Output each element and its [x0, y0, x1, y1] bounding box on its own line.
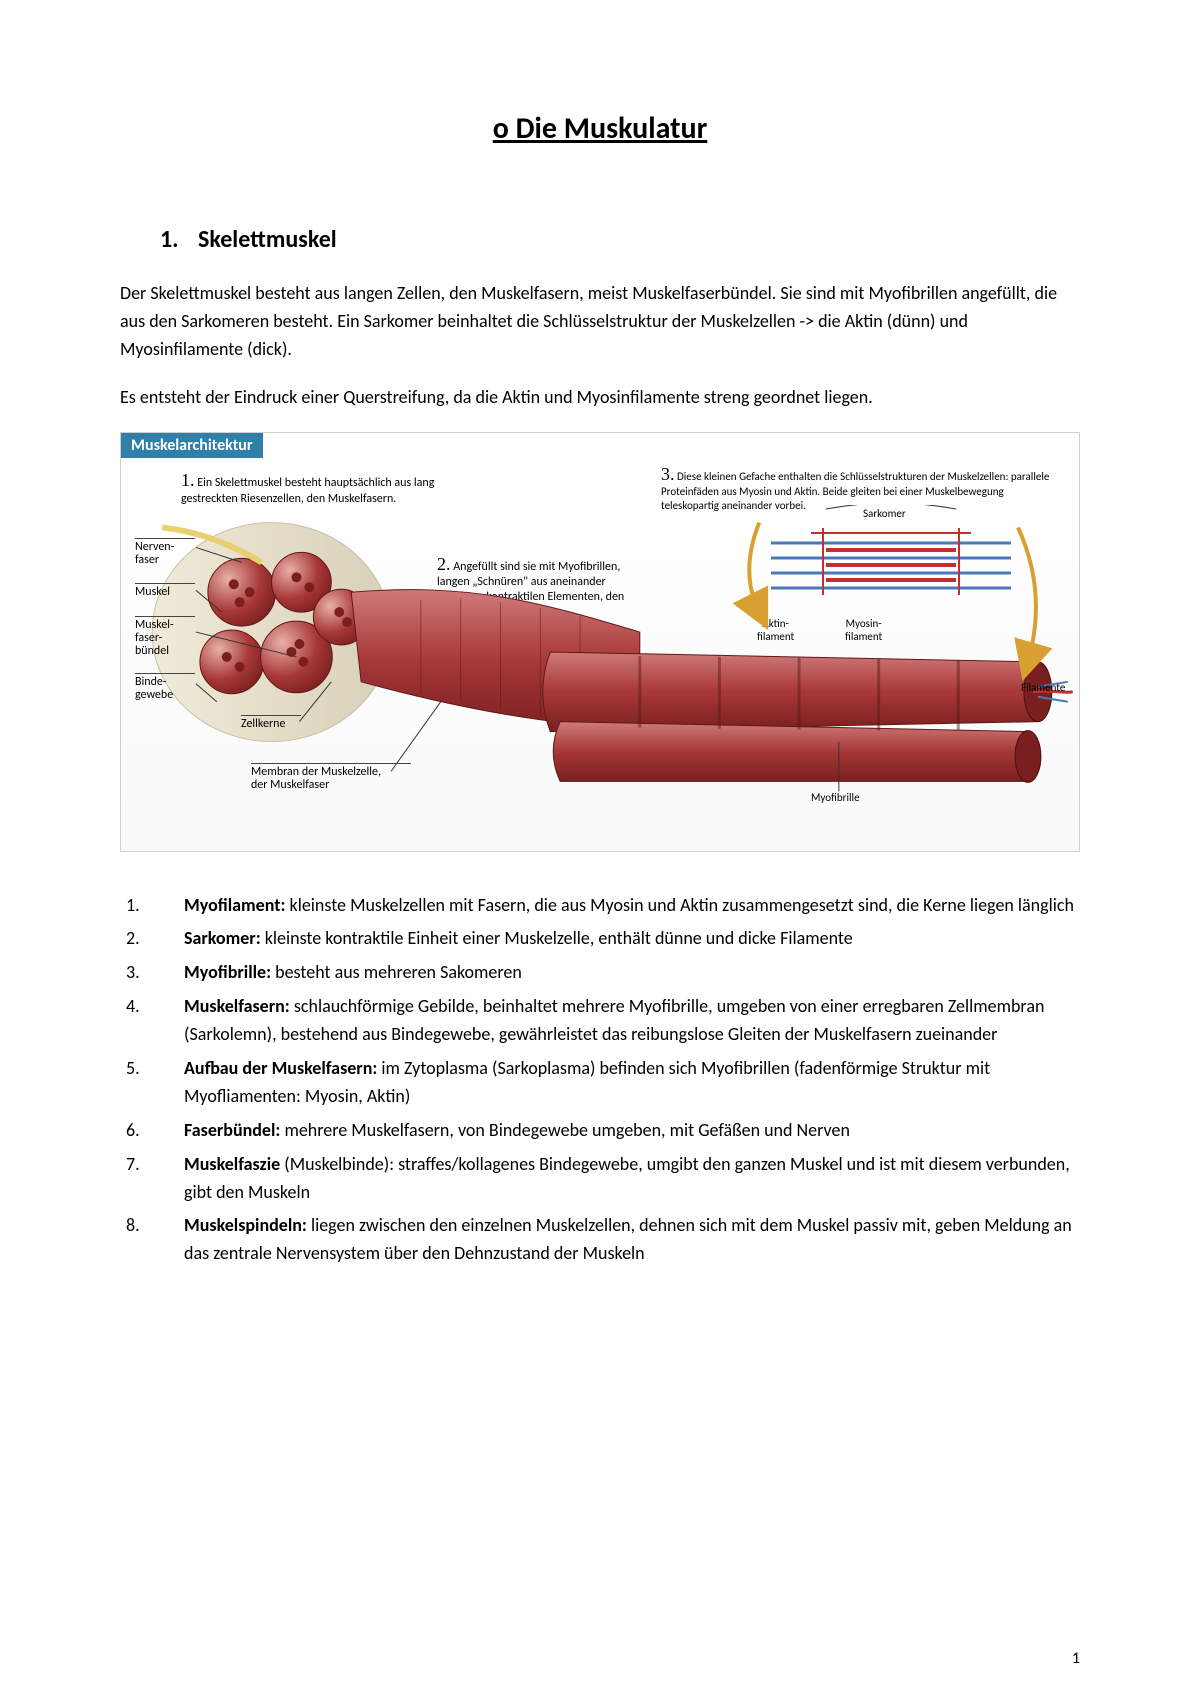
- section-heading: 1. Skelettmuskel: [160, 225, 1080, 254]
- definition-text: liegen zwischen den einzelnen Muskelzell…: [184, 1214, 1072, 1264]
- definition-index: 8.: [126, 1212, 184, 1268]
- definition-item: 8.Muskelspindeln: liegen zwischen den ei…: [126, 1212, 1080, 1268]
- definition-list: 1.Myofilament: kleinste Muskelzellen mit…: [126, 892, 1080, 1269]
- definition-term: Aufbau der Muskelfasern:: [184, 1057, 377, 1079]
- definition-body: Muskelspindeln: liegen zwischen den einz…: [184, 1212, 1080, 1268]
- definition-index: 1.: [126, 892, 184, 920]
- definition-term: Muskelspindeln:: [184, 1214, 307, 1236]
- definition-item: 7.Muskelfaszie (Muskelbinde): straffes/k…: [126, 1151, 1080, 1207]
- muscle-architecture-diagram: Muskelarchitektur 1. Ein Skelettmuskel b…: [120, 432, 1080, 852]
- definition-index: 2.: [126, 925, 184, 953]
- page-title: o Die Muskulatur: [120, 110, 1080, 147]
- definition-text: kleinste kontraktile Einheit einer Muske…: [261, 927, 853, 949]
- definition-body: Myofilament: kleinste Muskelzellen mit F…: [184, 892, 1080, 920]
- definition-text: besteht aus mehreren Sakomeren: [271, 961, 522, 983]
- definition-term: Myofibrille:: [184, 961, 271, 983]
- definition-item: 1.Myofilament: kleinste Muskelzellen mit…: [126, 892, 1080, 920]
- diagram-left-label: Binde- gewebe: [135, 673, 195, 702]
- label-myosin: Myosin- filament: [845, 617, 882, 643]
- definition-body: Aufbau der Muskelfasern: im Zytoplasma (…: [184, 1055, 1080, 1111]
- label-myofibrille: Myofibrille: [811, 791, 860, 804]
- diagram-left-label: Nerven- faser: [135, 538, 195, 567]
- definition-index: 3.: [126, 959, 184, 987]
- sarkomer-schematic: [771, 523, 1011, 613]
- definition-item: 3.Myofibrille: besteht aus mehreren Sako…: [126, 959, 1080, 987]
- definition-text: mehrere Muskelfasern, von Bindegewebe um…: [280, 1119, 850, 1141]
- paragraph-2: Es entsteht der Eindruck einer Querstrei…: [120, 384, 1080, 412]
- definition-term: Faserbündel:: [184, 1119, 280, 1141]
- diagram-left-label: Muskel: [135, 583, 195, 599]
- definition-body: Faserbündel: mehrere Muskelfasern, von B…: [184, 1117, 1080, 1145]
- definition-item: 2.Sarkomer: kleinste kontraktile Einheit…: [126, 925, 1080, 953]
- definition-body: Sarkomer: kleinste kontraktile Einheit e…: [184, 925, 1080, 953]
- definition-term: Sarkomer:: [184, 927, 261, 949]
- definition-index: 6.: [126, 1117, 184, 1145]
- label-filamente: Filamente: [1021, 681, 1065, 694]
- diagram-left-label: Zellkerne: [241, 715, 301, 731]
- definition-body: Myofibrille: besteht aus mehreren Sakome…: [184, 959, 1080, 987]
- section-heading-text: Skelettmuskel: [198, 225, 337, 254]
- label-aktin: Aktin- filament: [757, 617, 794, 643]
- definition-item: 4.Muskelfasern: schlauchförmige Gebilde,…: [126, 993, 1080, 1049]
- label-sarkomer: Sarkomer: [863, 507, 906, 520]
- definition-text: schlauchförmige Gebilde, beinhaltet mehr…: [184, 995, 1044, 1045]
- diagram-left-label: Membran der Muskelzelle, der Muskelfaser: [251, 763, 411, 792]
- definition-term: Muskelfaszie: [184, 1153, 280, 1175]
- definition-term: Myofilament:: [184, 894, 285, 916]
- definition-text: (Muskelbinde): straffes/kollagenes Binde…: [184, 1153, 1070, 1203]
- definition-index: 5.: [126, 1055, 184, 1111]
- definition-index: 7.: [126, 1151, 184, 1207]
- paragraph-1: Der Skelettmuskel besteht aus langen Zel…: [120, 280, 1080, 364]
- definition-item: 6.Faserbündel: mehrere Muskelfasern, von…: [126, 1117, 1080, 1145]
- definition-body: Muskelfasern: schlauchförmige Gebilde, b…: [184, 993, 1080, 1049]
- diagram-left-label: Muskel- faser- bündel: [135, 616, 195, 659]
- definition-item: 5.Aufbau der Muskelfasern: im Zytoplasma…: [126, 1055, 1080, 1111]
- definition-index: 4.: [126, 993, 184, 1049]
- definition-text: kleinste Muskelzellen mit Fasern, die au…: [285, 894, 1074, 916]
- section-number: 1.: [160, 225, 179, 254]
- definition-term: Muskelfasern:: [184, 995, 290, 1017]
- definition-body: Muskelfaszie (Muskelbinde): straffes/kol…: [184, 1151, 1080, 1207]
- page-number: 1: [1072, 1649, 1080, 1668]
